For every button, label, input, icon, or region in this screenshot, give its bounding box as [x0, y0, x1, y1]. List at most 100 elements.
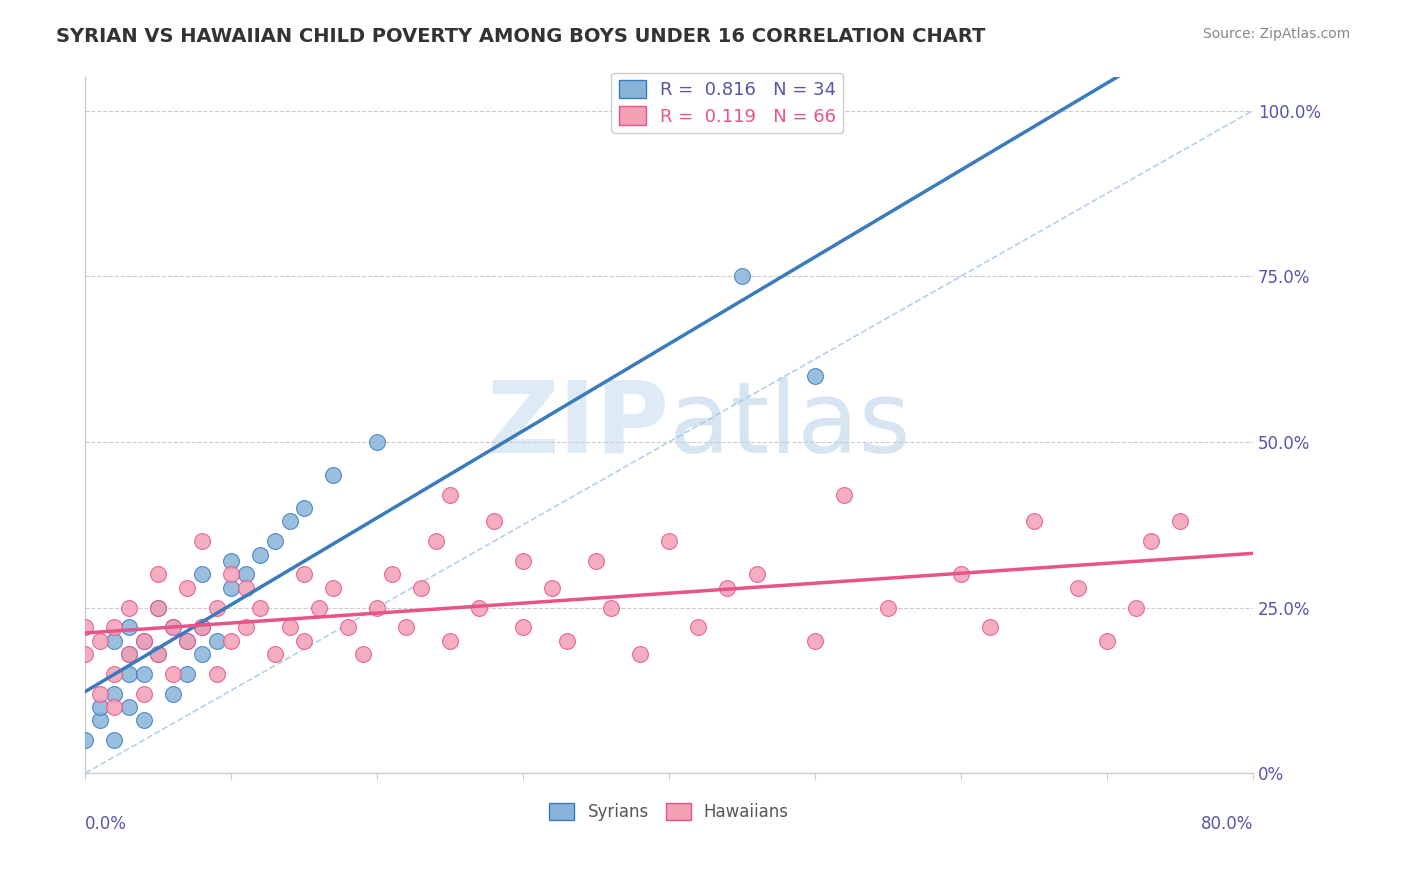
Point	[132, 633, 155, 648]
Point	[292, 633, 315, 648]
Point	[103, 700, 125, 714]
Point	[148, 647, 170, 661]
Point	[1139, 534, 1161, 549]
Point	[512, 554, 534, 568]
Point	[191, 534, 214, 549]
Point	[877, 600, 900, 615]
Point	[162, 620, 184, 634]
Point	[118, 647, 141, 661]
Point	[381, 567, 404, 582]
Point	[75, 620, 97, 634]
Point	[264, 534, 287, 549]
Point	[308, 600, 330, 615]
Point	[322, 468, 344, 483]
Point	[804, 368, 827, 383]
Point	[191, 620, 214, 634]
Point	[205, 666, 228, 681]
Point	[103, 620, 125, 634]
Point	[89, 700, 111, 714]
Point	[658, 534, 681, 549]
Point	[249, 600, 271, 615]
Point	[89, 713, 111, 727]
Point	[235, 567, 257, 582]
Point	[132, 713, 155, 727]
Point	[804, 633, 827, 648]
Point	[103, 633, 125, 648]
Point	[132, 633, 155, 648]
Point	[512, 620, 534, 634]
Point	[162, 620, 184, 634]
Point	[205, 633, 228, 648]
Point	[148, 647, 170, 661]
Point	[949, 567, 972, 582]
Point	[191, 567, 214, 582]
Point	[89, 633, 111, 648]
Point	[366, 434, 388, 449]
Point	[219, 554, 242, 568]
Point	[628, 647, 651, 661]
Point	[555, 633, 578, 648]
Point	[468, 600, 491, 615]
Point	[118, 666, 141, 681]
Point	[832, 488, 855, 502]
Point	[176, 581, 198, 595]
Point	[103, 733, 125, 747]
Point	[1095, 633, 1118, 648]
Point	[132, 666, 155, 681]
Text: SYRIAN VS HAWAIIAN CHILD POVERTY AMONG BOYS UNDER 16 CORRELATION CHART: SYRIAN VS HAWAIIAN CHILD POVERTY AMONG B…	[56, 27, 986, 45]
Point	[1022, 515, 1045, 529]
Text: 0.0%: 0.0%	[86, 815, 127, 833]
Point	[337, 620, 360, 634]
Point	[219, 633, 242, 648]
Point	[75, 647, 97, 661]
Point	[235, 581, 257, 595]
Point	[322, 581, 344, 595]
Point	[89, 687, 111, 701]
Point	[1067, 581, 1090, 595]
Point	[118, 620, 141, 634]
Point	[103, 687, 125, 701]
Point	[235, 620, 257, 634]
Text: 80.0%: 80.0%	[1201, 815, 1253, 833]
Point	[278, 515, 301, 529]
Text: atlas: atlas	[669, 376, 911, 474]
Point	[118, 600, 141, 615]
Point	[1168, 515, 1191, 529]
Point	[191, 647, 214, 661]
Point	[249, 548, 271, 562]
Point	[75, 733, 97, 747]
Point	[162, 666, 184, 681]
Point	[425, 534, 447, 549]
Point	[205, 600, 228, 615]
Point	[409, 581, 432, 595]
Point	[148, 600, 170, 615]
Point	[118, 647, 141, 661]
Point	[541, 581, 564, 595]
Point	[176, 633, 198, 648]
Text: Source: ZipAtlas.com: Source: ZipAtlas.com	[1202, 27, 1350, 41]
Legend: Syrians, Hawaiians: Syrians, Hawaiians	[543, 796, 796, 828]
Point	[103, 666, 125, 681]
Point	[176, 666, 198, 681]
Point	[278, 620, 301, 634]
Point	[439, 488, 461, 502]
Point	[716, 581, 738, 595]
Point	[219, 567, 242, 582]
Point	[731, 269, 754, 284]
Point	[688, 620, 710, 634]
Point	[292, 567, 315, 582]
Point	[191, 620, 214, 634]
Point	[132, 687, 155, 701]
Point	[482, 515, 505, 529]
Point	[162, 687, 184, 701]
Point	[599, 600, 621, 615]
Point	[292, 501, 315, 516]
Point	[366, 600, 388, 615]
Point	[176, 633, 198, 648]
Point	[352, 647, 374, 661]
Point	[219, 581, 242, 595]
Point	[1125, 600, 1147, 615]
Point	[439, 633, 461, 648]
Point	[264, 647, 287, 661]
Point	[979, 620, 1001, 634]
